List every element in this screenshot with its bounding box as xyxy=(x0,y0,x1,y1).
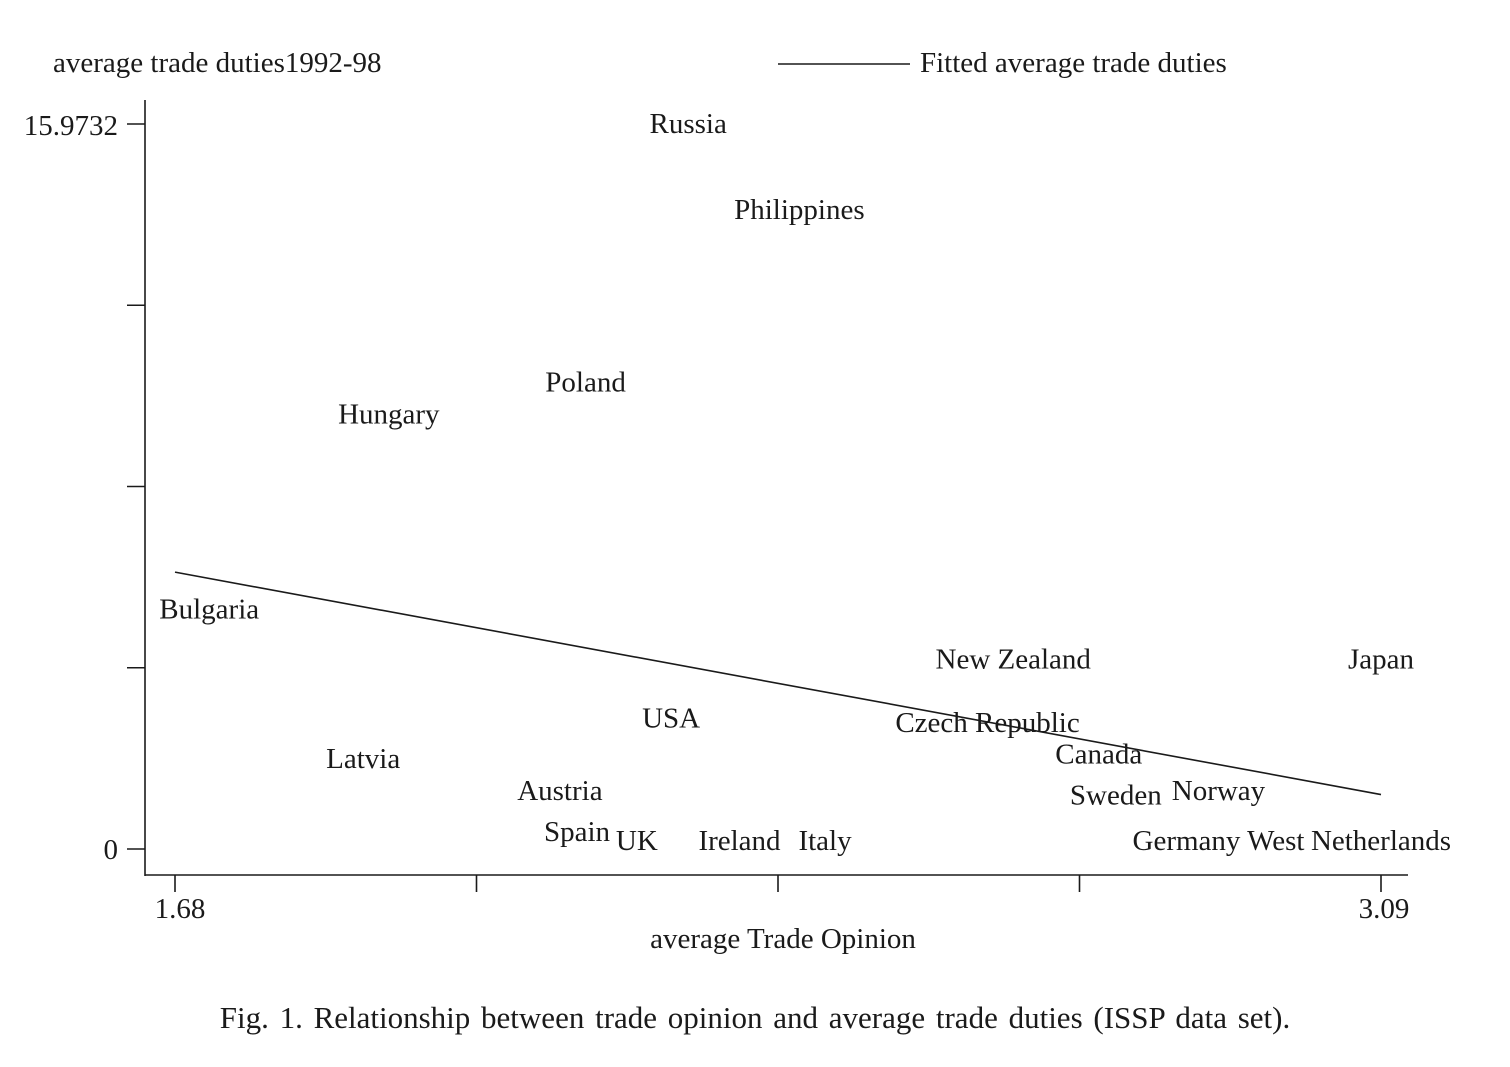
legend-label: Fitted average trade duties xyxy=(920,47,1227,79)
figure-caption: Fig. 1. Relationship between trade opini… xyxy=(219,1000,1291,1035)
point-label: Czech Republic xyxy=(895,707,1079,739)
point-label: Spain xyxy=(544,816,611,848)
scatter-chart: average trade duties1992-98 Fitted avera… xyxy=(24,47,1451,955)
x-ticks xyxy=(174,875,1382,892)
x-tick-label-min: 1.68 xyxy=(155,893,206,925)
axes xyxy=(127,100,1408,892)
point-label: Netherlands xyxy=(1311,825,1451,857)
point-label: Latvia xyxy=(326,743,400,775)
point-label: New Zealand xyxy=(936,643,1092,675)
y-axis-label: average trade duties1992-98 xyxy=(53,47,382,79)
data-points: Russia Philippines Poland Hungary Bulgaria Ne… xyxy=(159,108,1451,857)
point-label: Poland xyxy=(545,366,626,398)
y-tick-label-max: 15.9732 xyxy=(24,110,118,142)
x-axis-label: average Trade Opinion xyxy=(650,923,916,955)
point-label: Philippines xyxy=(734,194,865,226)
point-label: Japan xyxy=(1348,643,1415,675)
legend: Fitted average trade duties xyxy=(778,47,1227,79)
x-tick-label-max: 3.09 xyxy=(1359,893,1410,925)
point-label: Ireland xyxy=(698,825,781,857)
point-label: Canada xyxy=(1055,739,1142,771)
point-label: Italy xyxy=(798,825,852,857)
point-label: Bulgaria xyxy=(159,593,259,625)
point-label: USA xyxy=(642,702,700,734)
point-label: Russia xyxy=(650,108,727,140)
y-tick-label-min: 0 xyxy=(104,834,119,866)
point-label: Sweden xyxy=(1070,780,1162,812)
point-label: Hungary xyxy=(338,398,440,430)
y-ticks xyxy=(127,123,145,850)
point-label: Germany West xyxy=(1133,825,1305,857)
point-label: Austria xyxy=(517,775,603,807)
fitted-line xyxy=(174,571,1382,796)
point-label: UK xyxy=(616,825,658,857)
point-label: Norway xyxy=(1172,775,1266,807)
